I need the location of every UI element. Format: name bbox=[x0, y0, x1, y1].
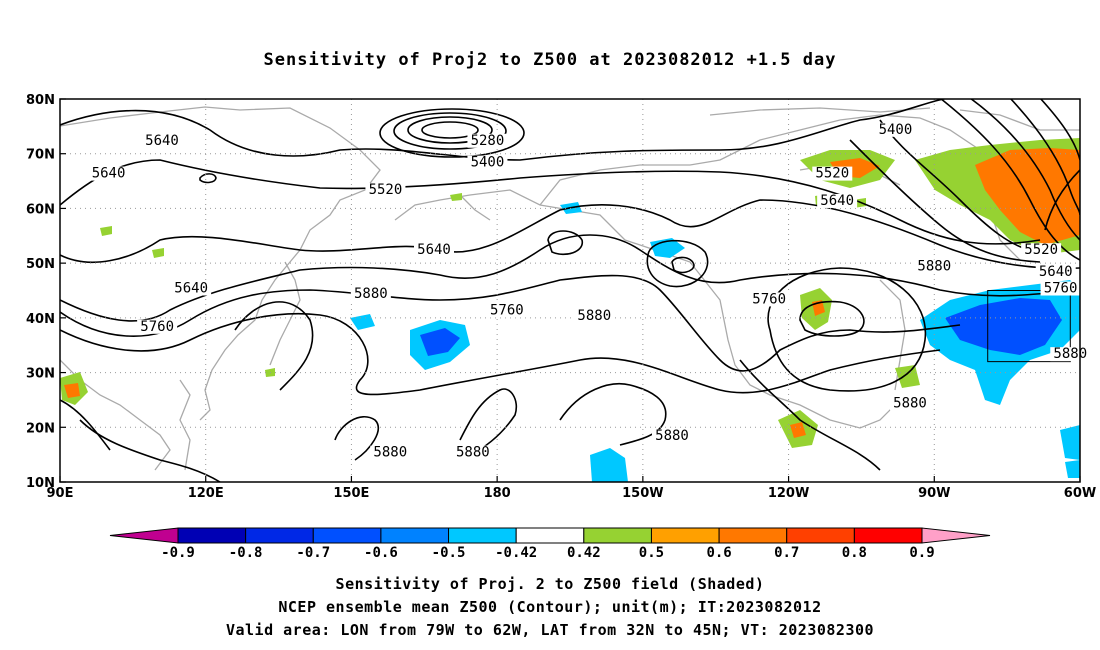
contour-label: 5520 bbox=[1024, 242, 1058, 258]
y-tick-label: 30N bbox=[26, 367, 55, 382]
valid-area-box bbox=[987, 290, 1071, 363]
x-tick-label: 180 bbox=[484, 486, 511, 501]
contour-label: 5880 bbox=[917, 259, 951, 275]
colorbar-swatch bbox=[786, 527, 855, 544]
contour-label: 5640 bbox=[820, 193, 854, 209]
x-tick-label: 150W bbox=[622, 486, 663, 501]
x-tick-label: 150E bbox=[333, 486, 369, 501]
contour-label: 5640 bbox=[417, 242, 451, 258]
colorbar: -0.9 -0.8 -0.7 -0.6 -0.5 -0.42 0.42 0.5 0.6 0.7 0.… bbox=[109, 527, 991, 561]
colorbar-swatch bbox=[380, 527, 450, 544]
contour-label: 5280 bbox=[471, 133, 505, 149]
contour-label: 5880 bbox=[456, 445, 490, 461]
y-tick-label: 40N bbox=[26, 312, 55, 327]
caption-valid-area: Valid area: LON from 79W to 62W, LAT fro… bbox=[225, 621, 875, 639]
contour-label: 5520 bbox=[369, 182, 403, 198]
colorbar-swatch bbox=[718, 527, 788, 544]
y-tick-label: 60N bbox=[26, 202, 55, 217]
contour-label: 5760 bbox=[1044, 281, 1078, 297]
colorbar-swatch bbox=[448, 527, 517, 544]
colorbar-swatch bbox=[650, 527, 720, 544]
y-axis: 80N 70N 60N 50N 40N 30N 20N 10N bbox=[26, 93, 66, 491]
contour-label: 5640 bbox=[1039, 264, 1073, 280]
caption-contour: NCEP ensemble mean Z500 (Contour); unit(… bbox=[278, 598, 822, 616]
contour-label: 5880 bbox=[893, 395, 927, 411]
y-tick-label: 50N bbox=[26, 257, 55, 272]
colorbar-low-triangle bbox=[109, 527, 179, 544]
colorbar-swatch bbox=[515, 527, 585, 544]
contour-label: 5640 bbox=[174, 281, 208, 297]
colorbar-label: 0.9 bbox=[909, 545, 934, 561]
colorbar-swatch bbox=[853, 527, 923, 544]
colorbar-label: -0.42 bbox=[495, 545, 537, 561]
colorbar-label: 0.8 bbox=[842, 545, 867, 561]
map-frame bbox=[59, 98, 1081, 483]
y-tick-label: 20N bbox=[26, 421, 55, 436]
caption-shaded: Sensitivity of Proj. 2 to Z500 field (Sh… bbox=[335, 575, 765, 593]
colorbar-swatch bbox=[245, 527, 314, 544]
gridlines bbox=[60, 99, 1080, 482]
colorbar-swatch bbox=[583, 527, 652, 544]
contour-label: 5760 bbox=[490, 302, 524, 318]
x-tick-label: 90W bbox=[918, 486, 950, 501]
chart-title: Sensitivity of Proj2 to Z500 at 20230820… bbox=[263, 50, 837, 70]
contour-label: 5640 bbox=[145, 133, 179, 149]
contour-label: 5880 bbox=[373, 445, 407, 461]
contour-labels: 5640 5640 5280 5400 5520 5400 5520 5640 5640 5640… bbox=[88, 122, 1091, 461]
colorbar-label: 0.42 bbox=[567, 545, 601, 561]
colorbar-label: -0.7 bbox=[296, 545, 330, 561]
contour-label: 5760 bbox=[752, 291, 786, 307]
colorbar-high-triangle bbox=[921, 527, 991, 544]
x-tick-label: 120E bbox=[188, 486, 224, 501]
colorbar-label: 0.5 bbox=[639, 545, 664, 561]
sensitivity-shading bbox=[60, 138, 1080, 482]
height-contours bbox=[60, 99, 1080, 482]
colorbar-label: -0.5 bbox=[432, 545, 466, 561]
colorbar-label: -0.6 bbox=[364, 545, 398, 561]
colorbar-swatch bbox=[177, 527, 247, 544]
x-tick-label: 120W bbox=[768, 486, 809, 501]
x-axis: 90E 120E 150E 180 150W 120W 90W 60W bbox=[47, 476, 1096, 501]
contour-label: 5520 bbox=[815, 166, 849, 182]
x-tick-label: 60W bbox=[1064, 486, 1096, 501]
y-tick-label: 80N bbox=[26, 93, 55, 108]
contour-label: 5880 bbox=[577, 308, 611, 324]
contour-label: 5880 bbox=[354, 286, 388, 302]
contour-label: 5760 bbox=[140, 319, 174, 335]
contour-label: 5640 bbox=[92, 166, 126, 182]
colorbar-label: -0.9 bbox=[161, 545, 195, 561]
x-tick-label: 90E bbox=[47, 486, 74, 501]
colorbar-label: 0.7 bbox=[774, 545, 799, 561]
y-tick-label: 10N bbox=[26, 476, 55, 491]
colorbar-label: -0.8 bbox=[229, 545, 263, 561]
contour-label: 5880 bbox=[1053, 346, 1087, 362]
y-tick-label: 70N bbox=[26, 148, 55, 163]
contour-label: 5400 bbox=[879, 122, 913, 138]
colorbar-swatch bbox=[312, 527, 382, 544]
contour-label: 5880 bbox=[655, 428, 689, 444]
colorbar-label: 0.6 bbox=[706, 545, 731, 561]
contour-label: 5400 bbox=[471, 155, 505, 171]
